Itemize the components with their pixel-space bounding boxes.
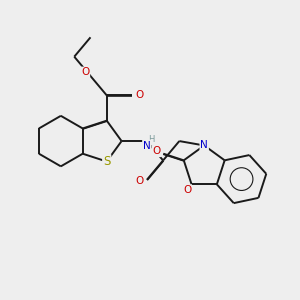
Text: S: S bbox=[103, 155, 110, 168]
Text: O: O bbox=[183, 185, 191, 195]
Text: N: N bbox=[143, 140, 151, 151]
Text: N: N bbox=[200, 140, 208, 151]
Text: O: O bbox=[81, 68, 89, 77]
Text: H: H bbox=[148, 135, 154, 144]
Text: O: O bbox=[135, 176, 143, 186]
Text: O: O bbox=[135, 90, 144, 100]
Text: O: O bbox=[153, 146, 161, 156]
